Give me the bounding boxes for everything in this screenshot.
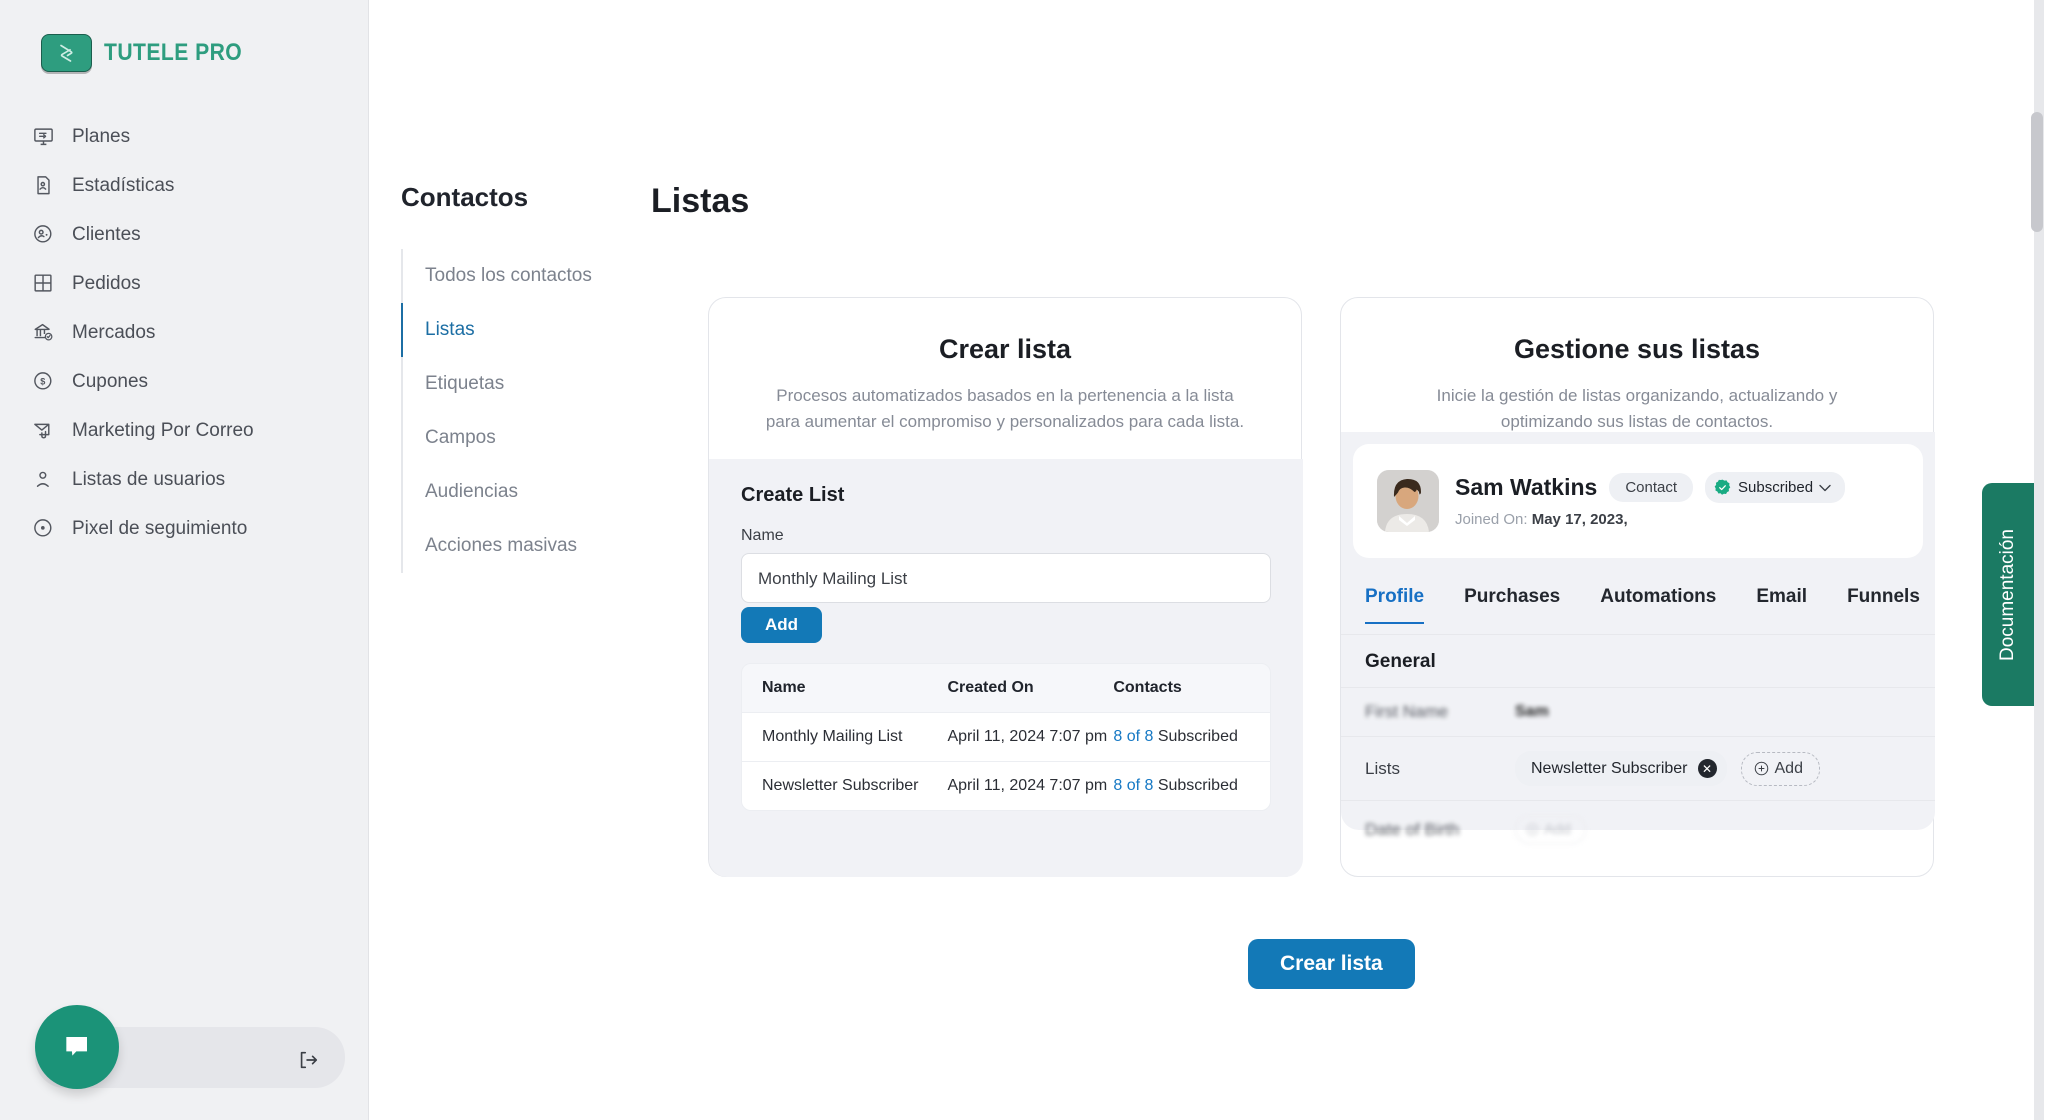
- svg-text:$: $: [40, 377, 45, 387]
